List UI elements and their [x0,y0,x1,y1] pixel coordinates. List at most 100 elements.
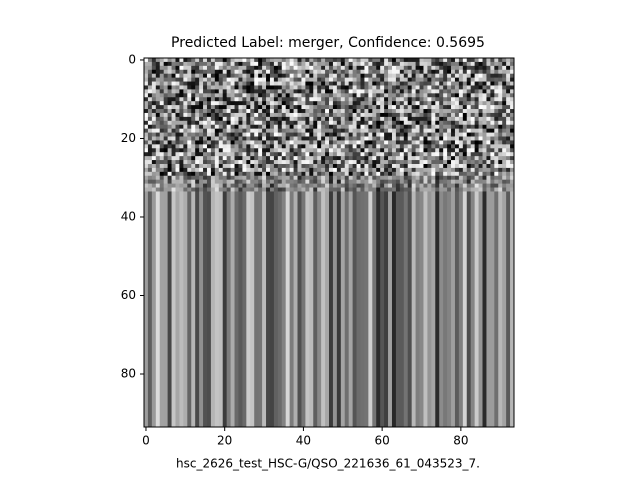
pixel [368,69,373,75]
pixel [419,175,424,181]
pixel [293,65,298,71]
pixel [269,77,275,82]
pixel [273,61,279,67]
pixel [254,156,259,161]
pixel [281,101,287,106]
pixel [183,128,188,133]
pixel [206,144,212,149]
pixel [210,89,216,94]
pixel [301,144,306,149]
pixel [423,89,428,94]
pixel [317,105,322,110]
pixel [380,69,385,75]
pixel [147,156,153,161]
pixel [203,163,208,169]
pixel [474,144,479,149]
pixel [301,187,306,192]
pixel [159,144,165,149]
pixel [356,97,361,102]
pixel [395,116,401,122]
pixel [399,171,405,177]
pixel [297,187,302,192]
pixel [234,73,239,79]
pixel [171,144,176,149]
pixel [187,58,192,63]
pixel [340,171,346,177]
pixel [336,144,342,149]
pixel [494,167,499,173]
pixel [167,81,172,86]
pixel [159,81,165,86]
pixel [147,183,153,188]
pixel [230,187,235,192]
pixel [246,85,251,90]
pixel [238,61,243,67]
pixel [151,77,157,82]
pixel [439,69,444,75]
pixel [281,93,287,98]
pixel [388,183,393,188]
pixel [151,124,157,130]
pixel [277,85,283,90]
pixel [179,156,184,161]
pixel [478,152,483,157]
pixel [206,105,212,110]
pixel [218,93,224,98]
pixel [391,89,397,94]
pixel [246,81,251,86]
pixel [352,69,357,75]
pixel [376,132,381,137]
pixel [399,101,405,106]
pixel [289,179,294,185]
pixel-column [238,191,243,427]
pixel [411,81,416,86]
pixel [277,144,283,149]
pixel [376,116,381,122]
pixel [490,152,495,157]
pixel [443,167,448,173]
pixel [325,85,330,90]
pixel [317,175,322,181]
pixel [222,61,228,67]
pixel [502,136,507,141]
x-tick-label: 60 [374,434,389,448]
pixel [163,116,169,122]
pixel [332,112,338,118]
pixel [183,105,188,110]
pixel [407,101,413,106]
pixel [344,136,350,141]
pixel [462,183,468,188]
pixel [218,65,224,71]
pixel [384,61,389,67]
pixel [297,183,302,188]
pixel [486,124,491,130]
pixel [474,112,479,118]
pixel [470,171,476,177]
pixel [329,120,334,126]
pixel [262,179,267,185]
pixel [155,73,161,79]
pixel [482,105,487,110]
pixel [309,85,314,90]
pixel [175,163,180,169]
pixel [163,187,169,192]
pixel [234,85,239,90]
pixel [242,112,247,118]
pixel [348,109,354,114]
pixel [175,124,180,130]
pixel [454,132,460,137]
pixel [399,156,405,161]
pixel [175,171,180,177]
pixel [427,116,432,122]
pixel [273,160,279,165]
pixel [376,156,381,161]
pixel [175,167,180,173]
pixel [214,101,220,106]
pixel [277,179,283,185]
pixel [388,77,393,82]
pixel [289,128,294,133]
pixel [321,140,326,145]
pixel [380,128,385,133]
pixel [317,156,322,161]
